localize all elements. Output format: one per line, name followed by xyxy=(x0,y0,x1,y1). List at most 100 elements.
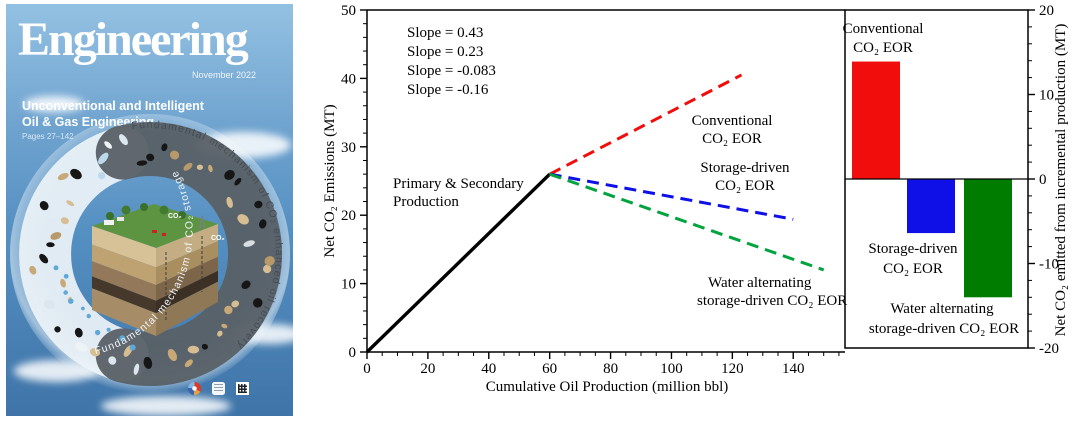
slope-label-blue: Slope = -0.083 xyxy=(407,63,496,79)
water-droplet xyxy=(129,344,136,351)
rock-pebble xyxy=(60,278,66,288)
publisher-logos xyxy=(188,382,249,395)
rock-pebble xyxy=(217,330,223,337)
tree xyxy=(178,211,186,219)
bar-1 xyxy=(907,179,955,234)
color-wheel-icon xyxy=(188,382,201,395)
rock-pebble xyxy=(50,232,62,240)
label-conventional-1: Conventional xyxy=(692,113,773,129)
label-primary-secondary-1: Primary & Secondary xyxy=(393,176,524,192)
rock-pebble xyxy=(183,162,193,171)
series-layer xyxy=(365,73,825,354)
bar-label-conventional-1: Conventional xyxy=(843,21,924,37)
oil-droplet xyxy=(70,168,82,180)
series-line-3 xyxy=(549,172,825,272)
x-tick-label: 120 xyxy=(721,361,744,377)
rock-pebble xyxy=(98,152,109,165)
publisher-emblem-icon xyxy=(212,382,225,395)
co2-injection-label: CO₂ xyxy=(168,213,182,220)
rock-pebble xyxy=(98,171,106,180)
oil-droplet xyxy=(74,327,83,338)
rock-pebble xyxy=(60,217,69,225)
cover-illustration: CO₂ CO₂ Fundamental mechanism of CO₂ sto… xyxy=(10,114,290,394)
oil-droplet xyxy=(254,200,263,209)
water-droplet xyxy=(94,329,101,336)
oil-droplet xyxy=(143,356,153,369)
water-droplet xyxy=(53,265,59,271)
qr-code-icon xyxy=(236,382,249,395)
rock-pebble xyxy=(74,342,88,352)
rock-pebble xyxy=(119,134,128,146)
pages-label: Pages 27–142 xyxy=(22,132,74,142)
label-conventional-2: CO₂ EOR xyxy=(702,131,762,147)
y-tick-label: 0 xyxy=(349,345,357,361)
tree xyxy=(106,212,114,220)
red-equipment xyxy=(162,233,166,236)
y-tick-label: 10 xyxy=(341,277,356,293)
oil-droplet xyxy=(201,343,208,350)
tree xyxy=(121,205,131,215)
geology-block xyxy=(92,203,218,336)
y-tick-label: 50 xyxy=(341,3,356,19)
water-droplet xyxy=(106,327,111,332)
eor-chart: 0 20 40 60 80 100 120 140 0 10 20 30 40 50 -20 -10 0 10 2… xyxy=(322,3,1069,395)
y-tick-label: 20 xyxy=(341,208,356,224)
label-wag-2: storage-driven CO₂ EOR xyxy=(697,293,847,309)
x-tick-label: 20 xyxy=(420,361,435,377)
eor-ring xyxy=(95,122,283,386)
label-storage-driven-2: CO₂ EOR xyxy=(715,178,775,194)
stratum xyxy=(92,288,156,336)
co2-injection-label: CO₂ xyxy=(211,235,225,242)
rock-pebble xyxy=(167,349,178,361)
rock-pebble xyxy=(221,323,228,329)
water-droplet xyxy=(63,290,68,295)
slope-label-red: Slope = 0.23 xyxy=(407,44,483,60)
oil-droplet xyxy=(39,200,49,211)
rock-pebble xyxy=(43,299,55,309)
water-droplet xyxy=(119,335,126,342)
rock-pebble xyxy=(262,264,272,274)
x-tick-label: 140 xyxy=(782,361,805,377)
oil-droplet xyxy=(39,253,49,264)
right-axis-title: Net CO₂ emitted from incremental product… xyxy=(1053,24,1069,337)
y-tick-label: 40 xyxy=(341,71,356,87)
axes-layer: 0 20 40 60 80 100 120 140 0 10 20 30 40 50 xyxy=(341,3,845,377)
series-line-2 xyxy=(549,172,794,221)
label-primary-secondary-2: Production xyxy=(393,194,459,210)
stratum xyxy=(156,281,218,336)
stratum xyxy=(92,226,156,268)
bar-label-storage-driven-2: CO₂ EOR xyxy=(883,261,943,277)
oil-droplet xyxy=(54,326,61,333)
x-axis-title: Cumulative Oil Production (million bbl) xyxy=(486,379,728,395)
rock-pebble xyxy=(231,300,240,308)
right-tick-label: -10 xyxy=(1039,257,1059,273)
slope-label-green: Slope = -0.16 xyxy=(407,82,489,98)
right-tick-label: -20 xyxy=(1039,341,1059,357)
oil-droplet xyxy=(224,170,235,180)
y-axis-title: Net CO₂ Emissions (MT) xyxy=(322,104,338,257)
water-droplet xyxy=(68,298,74,304)
label-storage-driven-1: Storage-driven xyxy=(700,160,790,176)
rock-pebble xyxy=(133,363,140,375)
stratum xyxy=(156,224,218,268)
rock-pebble xyxy=(104,141,113,149)
right-tick-label: 10 xyxy=(1039,88,1054,104)
x-tick-label: 60 xyxy=(542,361,557,377)
issue-date: November 2022 xyxy=(191,70,256,80)
x-tick-label: 100 xyxy=(660,361,683,377)
series-line-0 xyxy=(365,172,551,354)
right-tick-label: 0 xyxy=(1039,172,1047,188)
facility-building xyxy=(104,220,114,225)
oil-droplet xyxy=(146,153,155,162)
bar-label-storage-driven-1: Storage-driven xyxy=(868,241,958,257)
cloud-decor xyxy=(101,396,231,416)
red-equipment xyxy=(152,230,157,233)
x-tick-label: 40 xyxy=(481,361,496,377)
rock-pebble xyxy=(29,265,37,275)
rock-pebble xyxy=(89,347,101,357)
journal-cover: Engineering November 2022 Unconventional… xyxy=(6,4,293,416)
bar-2 xyxy=(964,179,1012,298)
oil-droplet xyxy=(46,242,55,248)
tree xyxy=(159,205,169,215)
